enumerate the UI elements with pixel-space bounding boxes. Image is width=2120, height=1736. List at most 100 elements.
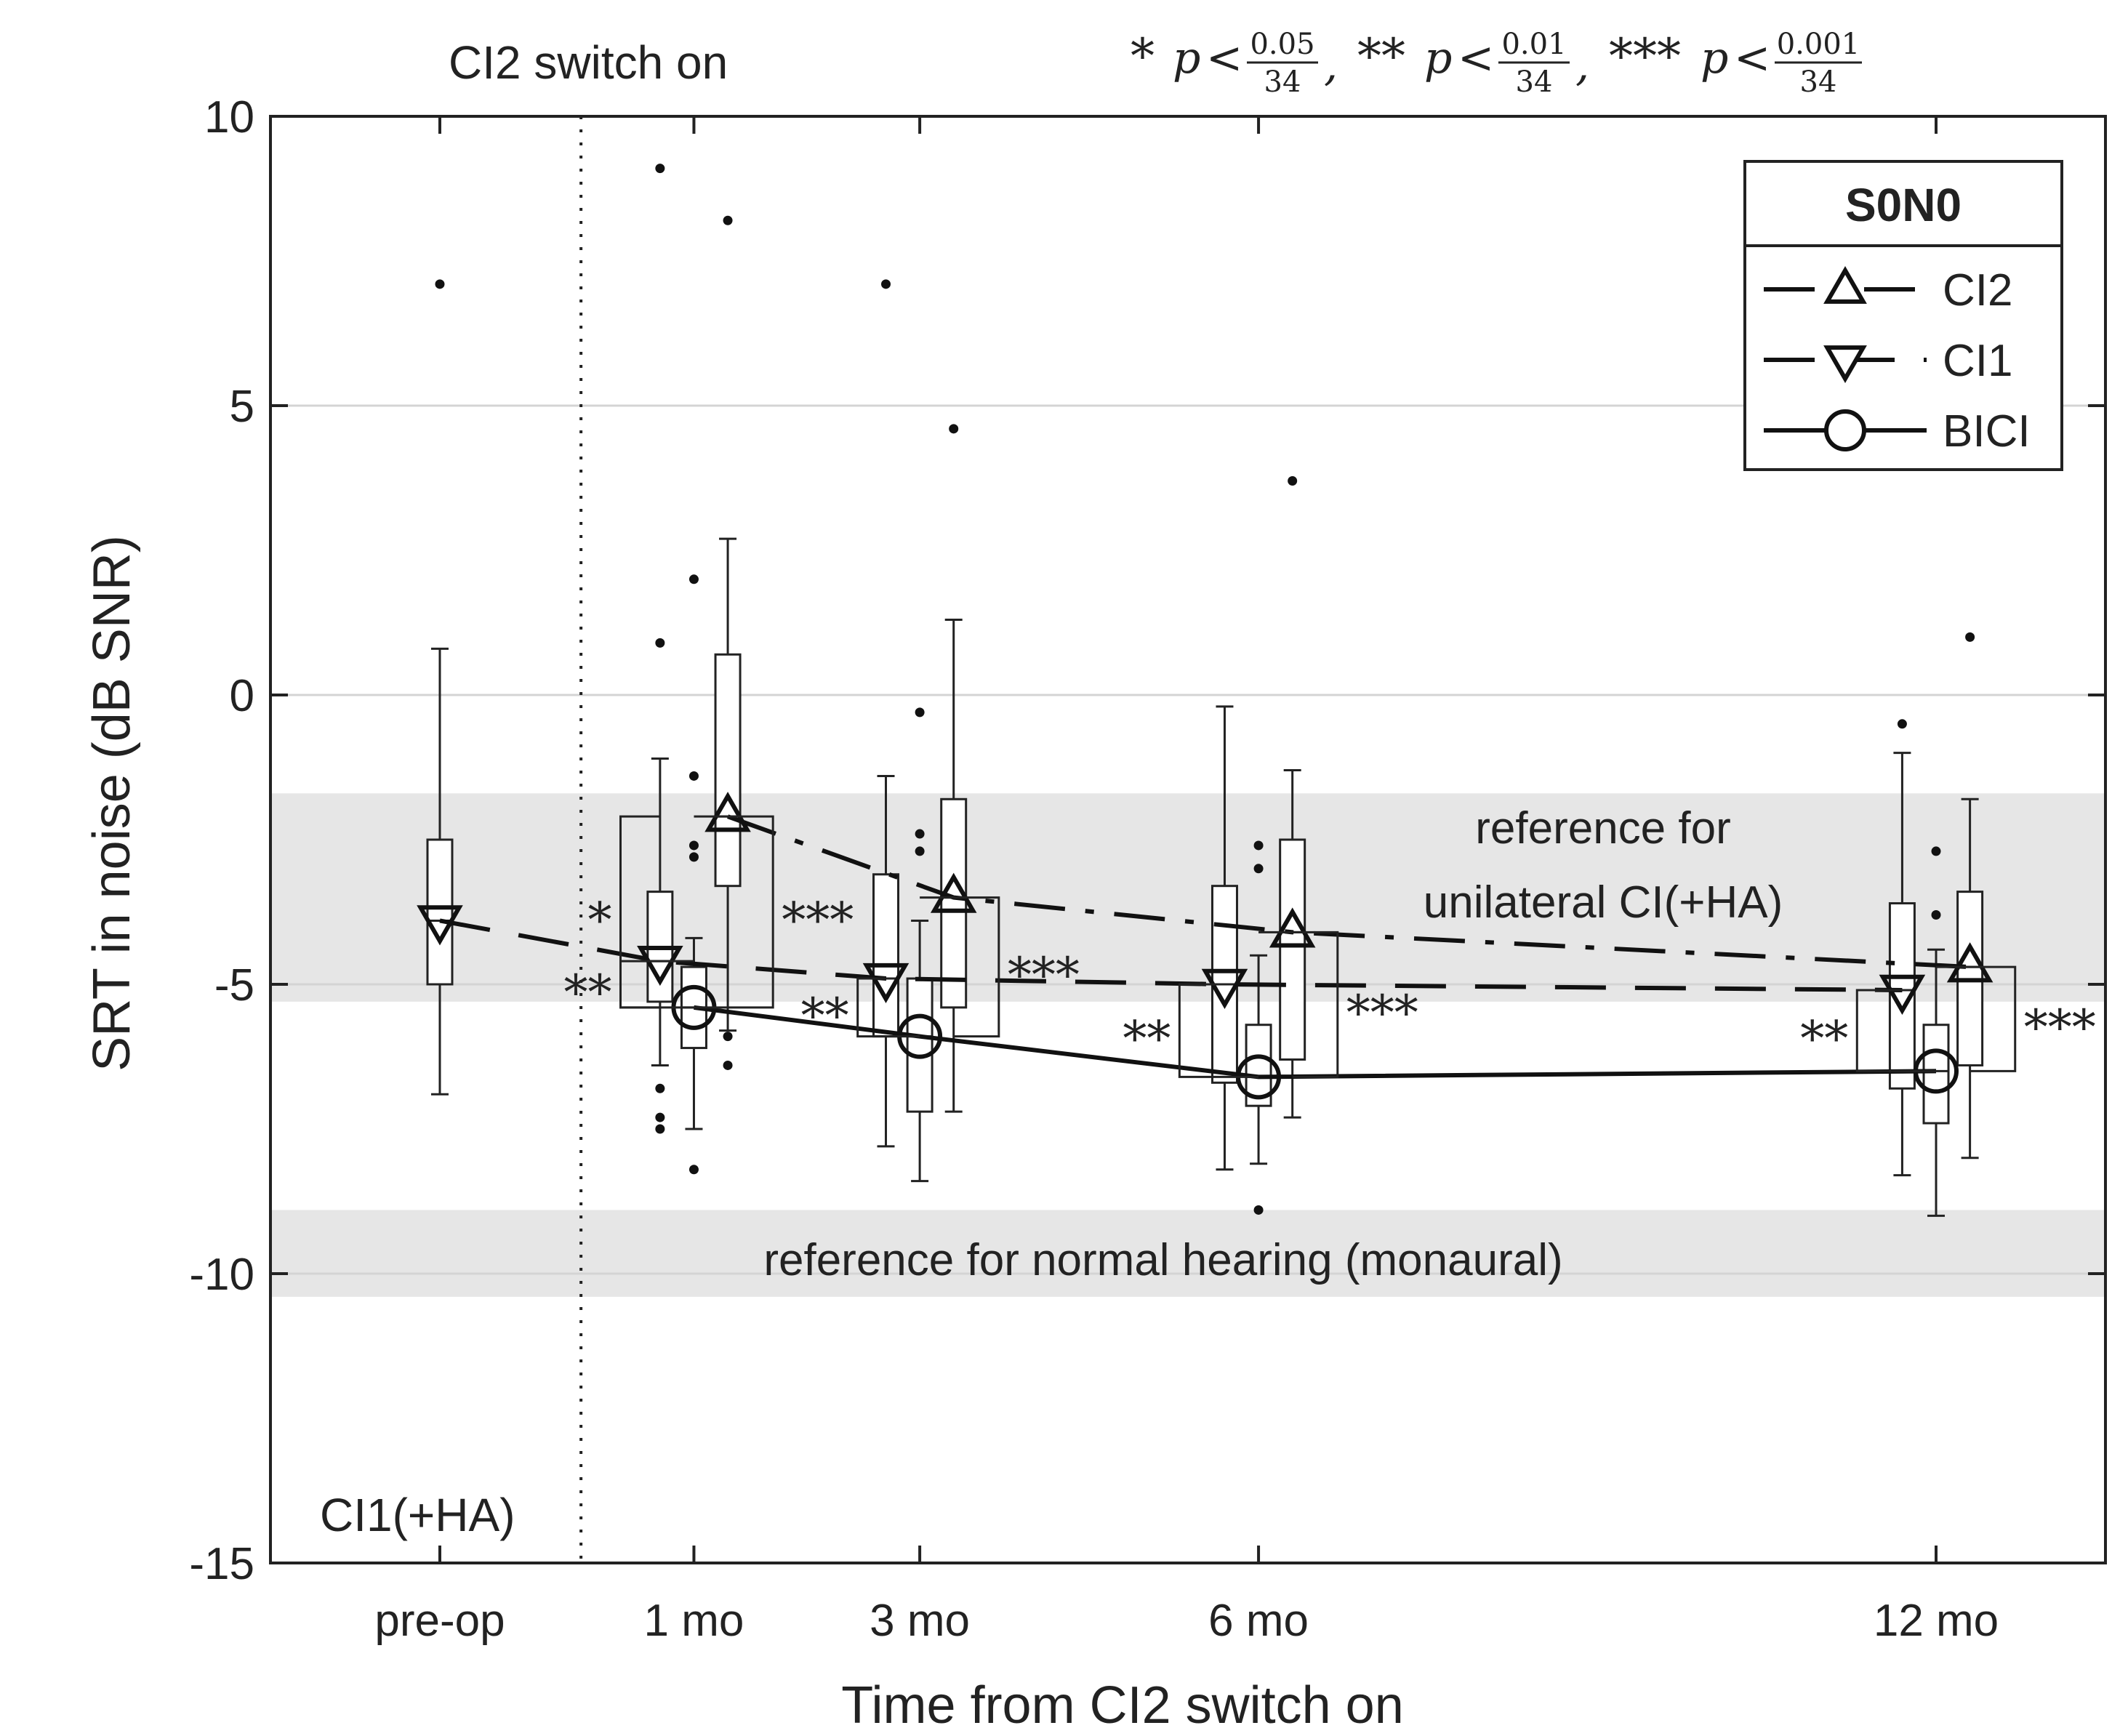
box-ci2 bbox=[940, 424, 968, 1113]
outlier-point bbox=[1253, 1205, 1264, 1215]
box-iqr bbox=[714, 653, 742, 888]
legend: S0N0 CI2 CI1 BICI bbox=[1743, 160, 2063, 471]
significance-note-level: *** p <0.001 34 bbox=[1609, 28, 1862, 99]
significance-note-lt: < bbox=[1458, 33, 1494, 84]
reference-band-normal-hearing bbox=[270, 1210, 2105, 1297]
significance-note-level: ** p <0.01 34, bbox=[1357, 28, 1589, 99]
outlier-point bbox=[915, 707, 925, 718]
significance-note-numerator: 0.001 bbox=[1777, 28, 1860, 61]
outlier-point bbox=[655, 1112, 665, 1122]
significance-brackets: * ***** ******* *** ** *** bbox=[564, 815, 2096, 1078]
x-axis-title: Time from CI2 switch on bbox=[841, 1676, 1404, 1735]
y-tick-label: -5 bbox=[214, 960, 254, 1010]
significance-stars: ** bbox=[801, 988, 849, 1044]
outlier-point bbox=[1931, 909, 1941, 920]
y-tick-label: -10 bbox=[189, 1250, 254, 1300]
legend-marker-ci1 bbox=[1823, 345, 1867, 384]
outlier-point bbox=[1897, 719, 1907, 729]
outlier-point bbox=[723, 1032, 733, 1042]
box-iqr bbox=[1245, 1024, 1272, 1107]
outlier-point bbox=[1253, 840, 1264, 851]
significance-stars: *** bbox=[1346, 985, 1418, 1041]
marker-ci1 bbox=[1201, 968, 1248, 1010]
significance-note-level: * p <0.05 34, bbox=[1131, 28, 1338, 99]
reference-band-unilateral bbox=[270, 793, 2105, 1002]
outlier-point bbox=[688, 840, 699, 851]
y-tick-label: 5 bbox=[230, 382, 254, 432]
box-ci1 bbox=[1210, 705, 1238, 1171]
x-tick-label: 1 mo bbox=[644, 1596, 744, 1646]
legend-label-ci1: CI1 bbox=[1943, 336, 2012, 386]
plot-frame bbox=[269, 115, 2107, 1564]
significance-note-lt: < bbox=[1734, 33, 1770, 84]
legend-label-ci2: CI2 bbox=[1943, 265, 2012, 316]
band-label-unilateral: unilateral CI(+HA) bbox=[1424, 877, 1783, 928]
box-iqr bbox=[1279, 838, 1306, 1061]
y-axis-title: SRT in noise (dB SNR) bbox=[83, 535, 141, 1072]
box-ci1 bbox=[872, 279, 900, 1148]
box-ci1 bbox=[426, 279, 454, 1096]
reference-bands bbox=[270, 793, 2105, 1297]
significance-stars: *** bbox=[1008, 947, 1080, 1003]
legend-marker-bici bbox=[1824, 409, 1866, 451]
box-iqr bbox=[1922, 1024, 1950, 1125]
box-ci2 bbox=[714, 215, 742, 1070]
legend-label-bici: BICI bbox=[1943, 406, 2031, 457]
significance-note-lt: < bbox=[1206, 33, 1242, 84]
marker-ci2 bbox=[1946, 942, 1993, 983]
outlier-point bbox=[1965, 632, 1975, 642]
significance-stars: ** bbox=[1123, 1011, 1171, 1067]
series-line-bici bbox=[694, 1005, 1937, 1080]
significance-bracket bbox=[1936, 965, 2017, 1072]
outlier-point bbox=[915, 829, 925, 839]
outlier-point bbox=[655, 164, 665, 174]
band-label-unilateral: reference for bbox=[1475, 803, 1731, 853]
outlier-point bbox=[655, 1083, 665, 1093]
outlier-point bbox=[723, 1060, 733, 1070]
box-ci1 bbox=[1888, 719, 1916, 1177]
legend-marker-ci2 bbox=[1823, 265, 1867, 304]
significance-note-numerator: 0.01 bbox=[1501, 28, 1566, 61]
marker-ci2 bbox=[1269, 907, 1316, 948]
box-bici bbox=[906, 707, 933, 1183]
significance-bracket bbox=[619, 960, 694, 1009]
outlier-point bbox=[1288, 475, 1298, 486]
box-iqr bbox=[940, 797, 968, 1009]
box-iqr bbox=[872, 873, 900, 1038]
box-bici bbox=[1245, 840, 1272, 1215]
marker-ci1 bbox=[417, 905, 463, 946]
significance-note-stars: * bbox=[1131, 28, 1155, 84]
significance-bracket bbox=[856, 977, 920, 1038]
significance-note-stars: ** bbox=[1357, 28, 1405, 84]
marker-ci2 bbox=[930, 872, 977, 913]
legend-title: S0N0 bbox=[1845, 179, 1962, 231]
outlier-point bbox=[1931, 846, 1941, 856]
significance-bracket bbox=[619, 815, 728, 1009]
outlier-point bbox=[688, 574, 699, 584]
outlier-point bbox=[688, 1165, 699, 1175]
significance-note-p: p bbox=[1173, 33, 1200, 84]
significance-stars: ** bbox=[564, 965, 612, 1021]
y-tick-label: 0 bbox=[230, 671, 254, 721]
significance-stars: ** bbox=[1800, 1011, 1848, 1067]
significance-bracket bbox=[1258, 931, 1339, 1078]
outlier-point bbox=[655, 638, 665, 648]
y-tick-label: -15 bbox=[189, 1539, 254, 1589]
significance-note-denominator: 34 bbox=[1800, 65, 1837, 99]
marker-ci2 bbox=[704, 792, 751, 832]
box-ci1 bbox=[646, 164, 674, 1134]
outlier-point bbox=[655, 1124, 665, 1134]
switch-on-label: CI2 switch on bbox=[449, 36, 728, 89]
significance-bracket bbox=[920, 896, 1000, 1038]
axes: -15 -10 -5 0 5 10 pre-op 1 mo 3 mo 6 mo 12 mo bbox=[189, 92, 2107, 1646]
significance-stars: *** bbox=[782, 893, 854, 949]
significance-bracket bbox=[1855, 989, 1937, 1072]
significance-note-denominator: 34 bbox=[1516, 65, 1553, 99]
box-ci2 bbox=[1956, 632, 1984, 1160]
marker-ci1 bbox=[637, 945, 683, 986]
significance-note-comma: , bbox=[1575, 40, 1589, 91]
significance-note-p: p bbox=[1701, 33, 1728, 84]
outlier-point bbox=[688, 771, 699, 781]
significance-note-stars: *** bbox=[1609, 28, 1681, 84]
